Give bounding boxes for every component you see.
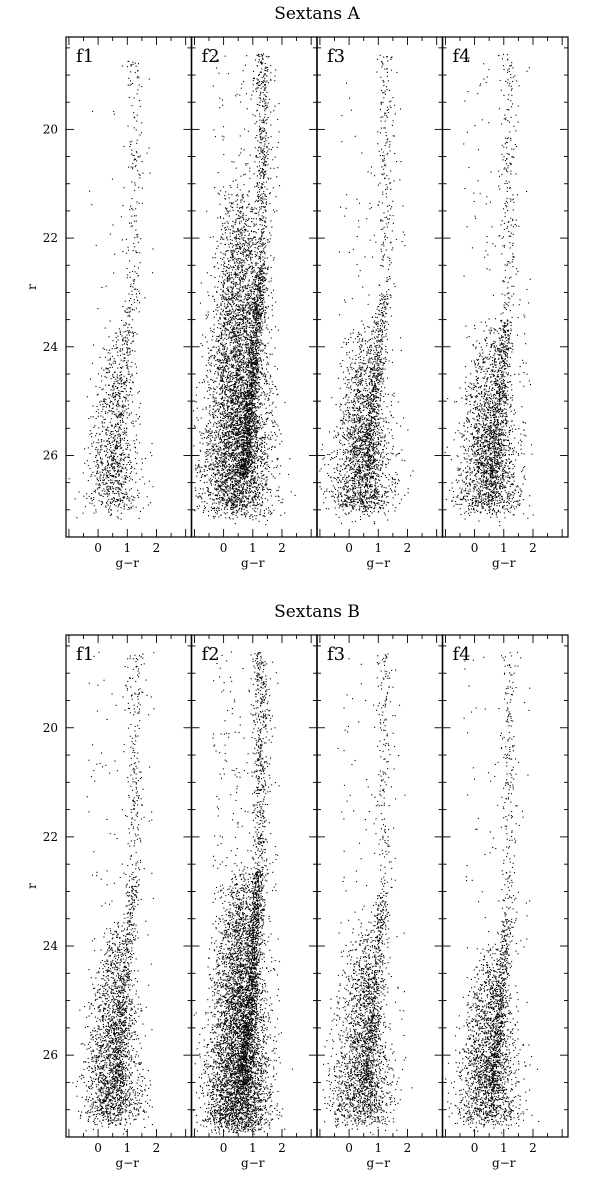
- x-tick-label: 2: [278, 541, 286, 555]
- star-points: [319, 54, 414, 525]
- y-tick-label: 26: [43, 1048, 58, 1062]
- sextans-a-figure: Sextans A 0 1 2 g−r f1 0 1 2 g−r f2 0 1 2 g−r f3 0 1 2 g−r…: [25, 4, 569, 570]
- y-tick-label: 26: [43, 448, 58, 462]
- panel-f3: 0 1 2 g−r f3: [316, 36, 444, 570]
- x-tick-label: 1: [123, 541, 131, 555]
- x-tick-label: 2: [529, 1141, 537, 1155]
- panel-f2: 0 1 2 g−r f2: [190, 634, 318, 1170]
- y-tick-label: 22: [43, 830, 58, 844]
- panel-label: f3: [327, 46, 345, 67]
- x-tick-label: 0: [471, 1141, 479, 1155]
- x-tick-label: 0: [345, 541, 353, 555]
- x-tick-label: 1: [374, 541, 382, 555]
- star-points: [444, 53, 534, 527]
- x-tick-label: 0: [345, 1141, 353, 1155]
- x-tick-label: 2: [278, 1141, 286, 1155]
- y-axis-label: r: [25, 284, 39, 290]
- x-tick-label: 0: [94, 1141, 102, 1155]
- panel-label: f2: [202, 46, 220, 67]
- y-tick-label: 24: [43, 340, 59, 354]
- y-tick-label: 22: [43, 231, 58, 245]
- panel-label: f1: [76, 644, 94, 665]
- y-tick-label: 20: [43, 721, 58, 735]
- panel-f1: 0 1 2 g−r f1: [65, 634, 193, 1170]
- panel-frame: [316, 634, 444, 1138]
- panel-frame: [316, 36, 444, 538]
- panel-frame: [190, 36, 318, 538]
- star-points: [322, 653, 413, 1135]
- x-tick-label: 2: [404, 541, 412, 555]
- x-tick-label: 2: [153, 541, 161, 555]
- x-tick-label: 1: [374, 1141, 382, 1155]
- x-tick-label: 1: [500, 541, 508, 555]
- x-axis-label: g−r: [367, 1156, 391, 1170]
- x-tick-label: 0: [471, 541, 479, 555]
- x-axis-label: g−r: [241, 1156, 265, 1170]
- x-tick-label: 2: [529, 541, 537, 555]
- panel-f4: 0 1 2 g−r f4: [441, 36, 569, 570]
- x-tick-label: 0: [220, 541, 228, 555]
- panel-label: f2: [202, 644, 220, 665]
- star-points: [193, 53, 296, 526]
- x-axis-label: g−r: [492, 1156, 516, 1170]
- star-points: [193, 651, 293, 1135]
- panel-label: f4: [453, 46, 471, 67]
- star-points: [72, 651, 155, 1135]
- chart-title: Sextans B: [274, 602, 360, 622]
- chart-title: Sextans A: [274, 4, 360, 24]
- x-tick-label: 1: [500, 1141, 508, 1155]
- x-tick-label: 0: [220, 1141, 228, 1155]
- panel-label: f4: [453, 644, 471, 665]
- panel-frame: [441, 36, 569, 538]
- y-tick-label: 20: [43, 122, 58, 136]
- sextans-b-figure: Sextans B 0 1 2 g−r f1 0 1 2 g−r f2 0 1 2 g−r f3 0 1 2 g−r…: [25, 602, 569, 1170]
- x-tick-label: 1: [249, 541, 257, 555]
- panel-label: f1: [76, 46, 94, 67]
- x-tick-label: 1: [123, 1141, 131, 1155]
- x-tick-label: 1: [249, 1141, 257, 1155]
- x-tick-label: 2: [404, 1141, 412, 1155]
- star-points: [68, 60, 154, 520]
- x-axis-label: g−r: [367, 556, 391, 570]
- panel-f3: 0 1 2 g−r f3: [316, 634, 444, 1170]
- panel-label: f3: [327, 644, 345, 665]
- x-tick-label: 2: [153, 1141, 161, 1155]
- x-axis-label: g−r: [116, 556, 140, 570]
- star-points: [445, 651, 540, 1134]
- x-axis-label: g−r: [116, 1156, 140, 1170]
- panel-f2: 0 1 2 g−r f2: [190, 36, 318, 570]
- y-axis-label: r: [25, 883, 39, 889]
- panel-f1: 0 1 2 g−r f1: [65, 36, 193, 570]
- x-tick-label: 0: [94, 541, 102, 555]
- y-tick-label: 24: [43, 939, 59, 953]
- panel-f4: 0 1 2 g−r f4: [441, 634, 569, 1170]
- x-axis-label: g−r: [492, 556, 516, 570]
- x-axis-label: g−r: [241, 556, 265, 570]
